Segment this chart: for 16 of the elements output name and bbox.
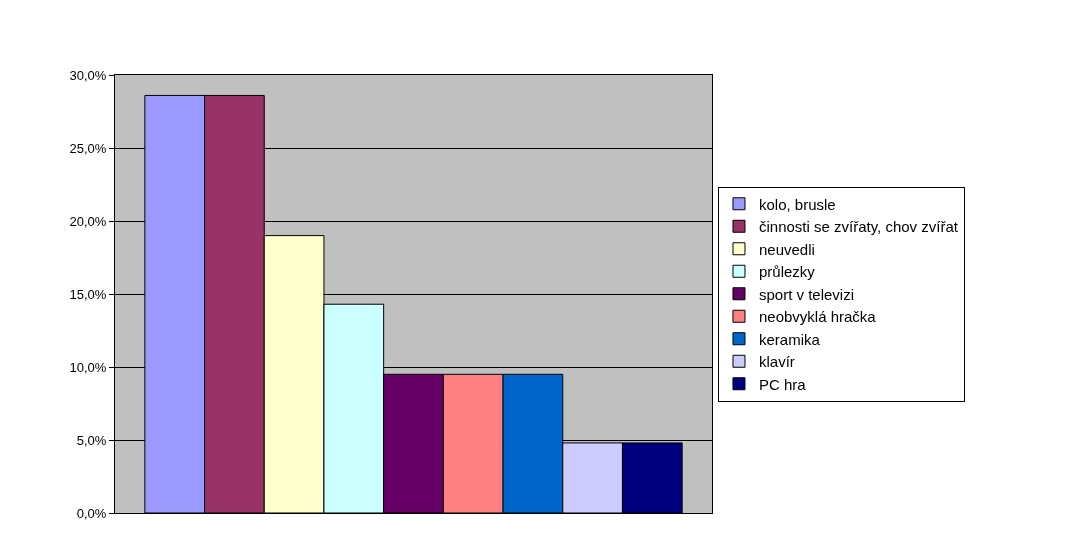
legend-label: činnosti se zvířaty, chov zvířat: [758, 218, 959, 236]
legend-label: sport v televizi: [758, 285, 855, 303]
y-tick-label: 5,0%: [76, 432, 107, 448]
legend-label: neobvyklá hračka: [758, 308, 877, 326]
y-tick-label: 0,0%: [76, 505, 107, 521]
legend-label: PC hra: [758, 375, 807, 393]
y-tick-label: 25,0%: [69, 140, 107, 156]
legend-label: průlezky: [758, 263, 816, 281]
y-tick-label: 10,0%: [69, 359, 107, 375]
y-tick-label: 15,0%: [69, 286, 107, 302]
legend-label: neuvedli: [758, 240, 815, 258]
y-tick-label: 20,0%: [69, 213, 107, 229]
legend-label: klavír: [758, 353, 795, 371]
legend-label: kolo, brusle: [758, 195, 836, 213]
y-tick-label: 30,0%: [69, 67, 107, 83]
legend-label: keramika: [758, 330, 821, 348]
